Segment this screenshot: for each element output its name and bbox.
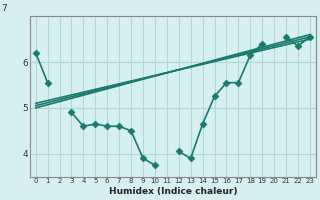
Text: 7: 7 <box>1 4 7 13</box>
X-axis label: Humidex (Indice chaleur): Humidex (Indice chaleur) <box>108 187 237 196</box>
